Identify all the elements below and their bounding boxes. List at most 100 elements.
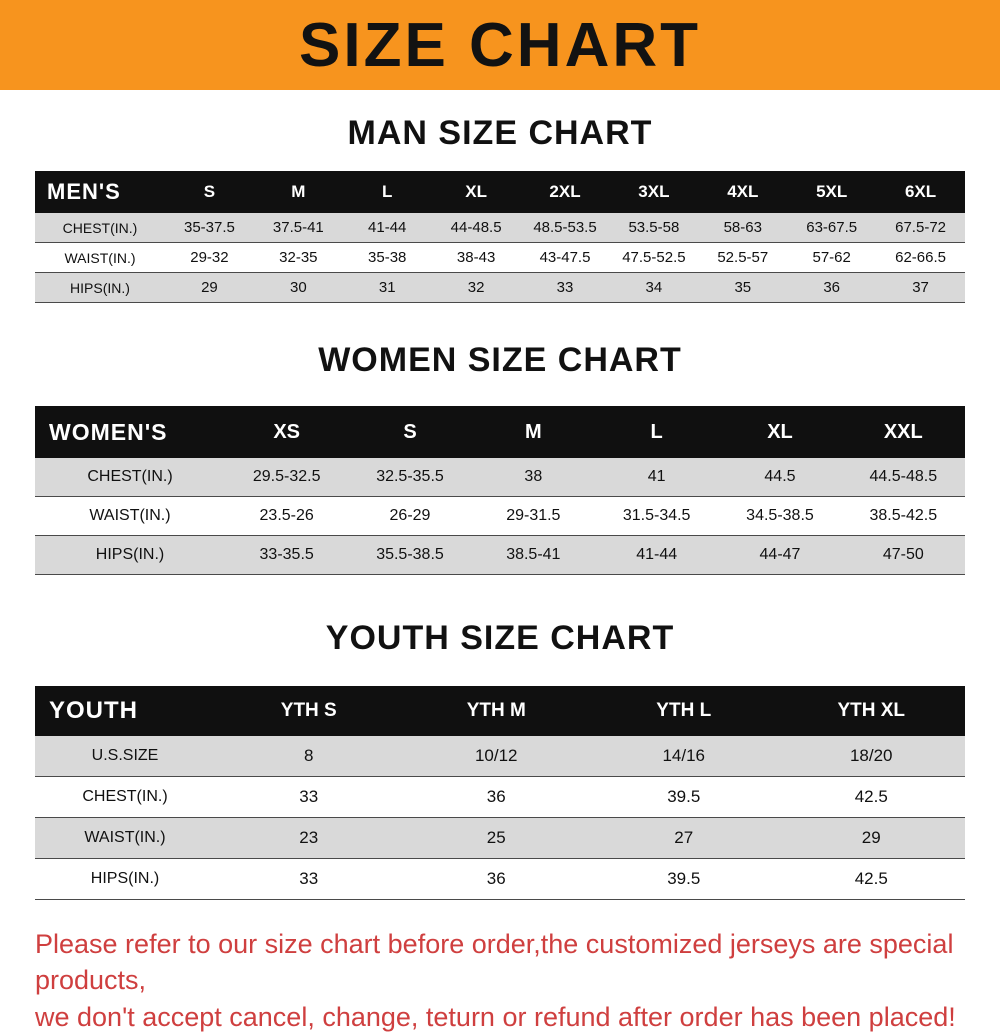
- cell: 39.5: [667, 787, 701, 806]
- cell: 35: [734, 279, 752, 296]
- men-header-size-3xl: 3XL: [638, 182, 670, 201]
- cell: 57-62: [812, 249, 851, 266]
- men-section-heading: MAN SIZE CHART: [347, 114, 653, 152]
- women-chest-row: CHEST(IN.) 29.5-32.5 32.5-35.5 38 41 44.…: [35, 458, 965, 497]
- men-header-size-xl: XL: [465, 182, 487, 201]
- youth-waist-row: WAIST(IN.) 23 25 27 29: [35, 818, 965, 859]
- row-label: WAIST(IN.): [89, 507, 171, 524]
- cell: 33: [299, 869, 319, 888]
- cell: 44-48.5: [450, 219, 502, 236]
- cell: 43-47.5: [539, 249, 591, 266]
- women-waist-row: WAIST(IN.) 23.5-26 26-29 29-31.5 31.5-34…: [35, 497, 965, 536]
- cell: 34.5-38.5: [746, 507, 814, 524]
- women-table-header-row: WOMEN'S XS S M L XL XXL: [35, 406, 965, 458]
- cell: 25: [486, 828, 506, 847]
- cell: 52.5-57: [717, 249, 769, 266]
- cell: 42.5: [854, 787, 888, 806]
- cell: 44.5-48.5: [869, 468, 938, 485]
- cell: 36: [486, 787, 506, 806]
- cell: 32-35: [279, 249, 318, 266]
- men-table-header-row: MEN'S S M L XL 2XL 3XL 4XL 5XL 6XL: [35, 171, 965, 213]
- cell: 36: [823, 279, 841, 296]
- cell: 29: [201, 279, 218, 296]
- cell: 58-63: [723, 219, 762, 236]
- women-section-heading: WOMEN SIZE CHART: [318, 341, 682, 379]
- size-chart-banner: SIZE CHART: [0, 0, 1000, 90]
- cell: 35.5-38.5: [376, 546, 444, 563]
- row-label: HIPS(IN.): [95, 546, 165, 563]
- men-header-size-4xl: 4XL: [727, 182, 759, 201]
- cell: 35-37.5: [184, 219, 235, 236]
- cell: 23: [299, 828, 319, 847]
- cell: 31: [378, 279, 396, 296]
- men-header-size-5xl: 5XL: [816, 182, 848, 201]
- row-label: CHEST(IN.): [82, 788, 168, 805]
- youth-size-table: YOUTH YTH S YTH M YTH L YTH XL U.S.SIZE …: [35, 686, 965, 900]
- cell: 36: [486, 869, 506, 888]
- cell: 32: [467, 279, 485, 296]
- row-label: HIPS(IN.): [90, 870, 160, 887]
- cell: 8: [304, 746, 314, 765]
- cell: 18/20: [849, 746, 893, 765]
- cell: 47.5-52.5: [622, 249, 686, 266]
- cell: 29-31.5: [506, 507, 561, 524]
- cell: 38.5-42.5: [869, 507, 938, 524]
- row-label: U.S.SIZE: [91, 747, 159, 764]
- youth-chest-row: CHEST(IN.) 33 36 39.5 42.5: [35, 777, 965, 818]
- cell: 67.5-72: [895, 219, 946, 236]
- youth-table-header-row: YOUTH YTH S YTH M YTH L YTH XL: [35, 686, 965, 736]
- order-policy-line-1: Please refer to our size chart before or…: [35, 929, 954, 996]
- cell: 34: [645, 279, 663, 296]
- cell: 53.5-58: [628, 219, 680, 236]
- cell: 41: [647, 468, 666, 485]
- women-header-size-m: M: [524, 420, 542, 443]
- cell: 23.5-26: [259, 507, 314, 524]
- youth-header-size-s: YTH S: [280, 700, 337, 721]
- order-policy-line-2: we don't accept cancel, change, teturn o…: [35, 1001, 956, 1032]
- cell: 32.5-35.5: [376, 468, 444, 485]
- men-chest-row: CHEST(IN.) 35-37.5 37.5-41 41-44 44-48.5…: [35, 213, 965, 243]
- women-header-size-l: L: [650, 420, 663, 443]
- youth-header-size-m: YTH M: [466, 700, 526, 721]
- cell: 29.5-32.5: [252, 468, 321, 485]
- cell: 30: [289, 279, 307, 296]
- cell: 39.5: [667, 869, 701, 888]
- men-hips-row: HIPS(IN.) 29 30 31 32 33 34 35 36 37: [35, 273, 965, 303]
- women-header-size-s: S: [403, 420, 417, 443]
- cell: 42.5: [854, 869, 888, 888]
- women-header-size-xs: XS: [273, 420, 300, 443]
- cell: 62-66.5: [895, 249, 946, 266]
- men-header-size-6xl: 6XL: [904, 182, 937, 201]
- cell: 26-29: [389, 507, 431, 524]
- women-size-table: WOMEN'S XS S M L XL XXL CHEST(IN.) 29.5-…: [35, 406, 965, 575]
- cell: 41-44: [636, 546, 678, 563]
- youth-header-size-l: YTH L: [656, 700, 712, 721]
- cell: 33-35.5: [259, 546, 314, 563]
- cell: 48.5-53.5: [533, 219, 597, 236]
- youth-header-label: YOUTH: [49, 697, 138, 724]
- cell: 41-44: [368, 219, 407, 236]
- row-label: HIPS(IN.): [70, 279, 130, 296]
- cell: 38.5-41: [506, 546, 561, 563]
- banner-title: SIZE CHART: [299, 10, 701, 80]
- youth-header-size-xl: YTH XL: [837, 700, 906, 721]
- cell: 37: [912, 279, 929, 296]
- cell: 31.5-34.5: [622, 507, 691, 524]
- order-policy-note: Please refer to our size chart before or…: [35, 926, 965, 1035]
- cell: 47-50: [882, 546, 924, 563]
- row-label: WAIST(IN.): [84, 829, 166, 846]
- cell: 37.5-41: [272, 219, 324, 236]
- cell: 38-43: [456, 249, 496, 266]
- cell: 33: [556, 279, 574, 296]
- youth-ussize-row: U.S.SIZE 8 10/12 14/16 18/20: [35, 736, 965, 777]
- cell: 44-47: [759, 546, 801, 563]
- row-label: WAIST(IN.): [64, 249, 136, 266]
- cell: 10/12: [474, 746, 518, 765]
- youth-hips-row: HIPS(IN.) 33 36 39.5 42.5: [35, 859, 965, 900]
- cell: 14/16: [662, 746, 706, 765]
- women-header-label: WOMEN'S: [49, 418, 168, 445]
- cell: 38: [524, 468, 543, 485]
- cell: 35-38: [368, 249, 407, 266]
- women-header-size-xl: XL: [767, 420, 793, 443]
- men-header-label: MEN'S: [47, 179, 121, 204]
